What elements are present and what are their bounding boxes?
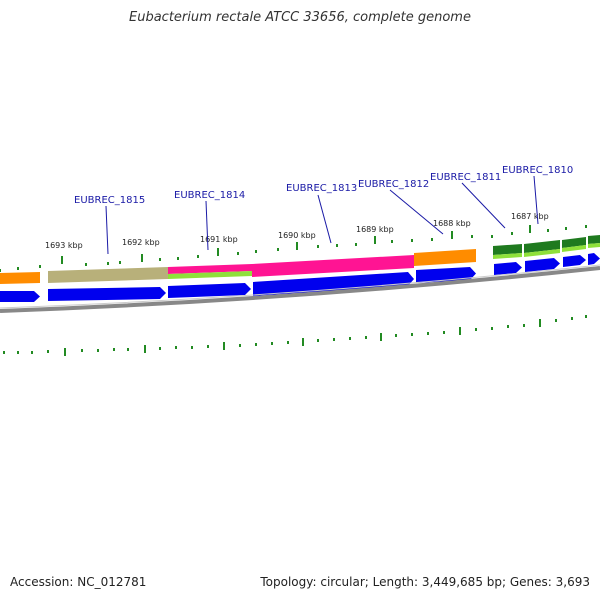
feature-darkgreen[interactable]	[493, 244, 522, 255]
gene-leader-line	[461, 182, 506, 229]
kbp-label: 1687 kbp	[511, 212, 549, 221]
feature-lime[interactable]	[493, 253, 522, 259]
gene-label[interactable]: EUBREC_1813	[286, 183, 357, 194]
feature-orange[interactable]	[0, 272, 40, 284]
cds-arrow[interactable]	[0, 291, 40, 302]
kbp-label: 1691 kbp	[200, 235, 238, 244]
kbp-label: 1688 kbp	[433, 219, 471, 228]
feature-darkgreen[interactable]	[562, 237, 586, 248]
feature-pink[interactable]	[168, 264, 252, 274]
gene-leader-line	[389, 189, 444, 235]
outer-tick-track	[0, 225, 587, 272]
feature-darkgreen[interactable]	[524, 240, 560, 253]
cds-arrow[interactable]	[494, 262, 522, 275]
feature-orange[interactable]	[414, 249, 476, 266]
backbone-line	[0, 266, 600, 313]
feature-pink[interactable]	[252, 255, 414, 277]
feature-darkgreen[interactable]	[588, 235, 600, 244]
feature-khaki[interactable]	[48, 267, 168, 283]
gene-leader-line	[205, 200, 209, 251]
kbp-label: 1693 kbp	[45, 241, 83, 250]
cds-arrow[interactable]	[168, 283, 251, 298]
cds-arrow[interactable]	[48, 287, 166, 301]
kbp-label: 1692 kbp	[122, 238, 160, 247]
feature-lime[interactable]	[168, 271, 252, 279]
accession-label: Accession: NC_012781	[10, 575, 147, 589]
feature-lime[interactable]	[588, 243, 600, 248]
cds-track[interactable]	[0, 253, 600, 302]
gene-leader-line	[533, 175, 539, 225]
feature-track[interactable]	[0, 235, 600, 284]
gene-leader-line	[317, 194, 332, 244]
cds-arrow[interactable]	[588, 253, 600, 265]
kbp-label: 1690 kbp	[278, 231, 316, 240]
kbp-scale: 1693 kbp 1692 kbp 1691 kbp 1690 kbp 1689 kbp…	[45, 212, 549, 250]
genome-title: Eubacterium rectale ATCC 33656, complete…	[129, 10, 471, 25]
cds-arrow[interactable]	[563, 255, 586, 267]
gene-label[interactable]: EUBREC_1814	[174, 190, 245, 201]
inner-tick-track	[3, 315, 587, 356]
feature-lime[interactable]	[562, 245, 586, 252]
cds-arrow[interactable]	[253, 272, 414, 296]
kbp-label: 1689 kbp	[356, 225, 394, 234]
genome-summary: Topology: circular; Length: 3,449,685 bp…	[260, 575, 590, 589]
backbone-highlight	[0, 264, 600, 309]
gene-label[interactable]: EUBREC_1810	[502, 165, 573, 176]
cds-arrow[interactable]	[525, 258, 560, 272]
gene-label[interactable]: EUBREC_1812	[358, 179, 429, 190]
genome-backbone	[0, 264, 600, 313]
gene-leader-line	[105, 205, 109, 255]
feature-lime[interactable]	[524, 249, 560, 257]
gene-label[interactable]: EUBREC_1811	[430, 172, 501, 183]
gene-label[interactable]: EUBREC_1815	[74, 195, 145, 206]
